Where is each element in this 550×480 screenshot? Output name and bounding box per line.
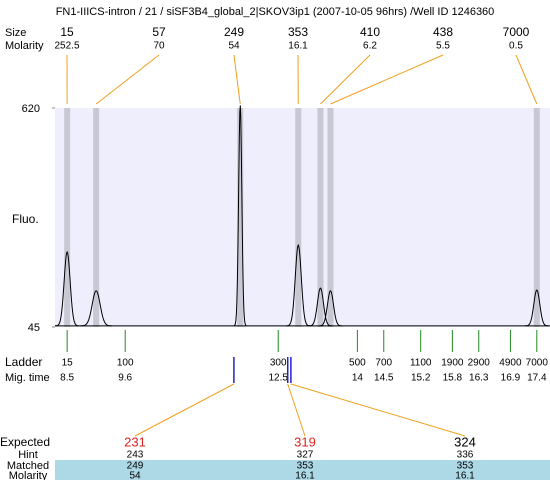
expected-connector <box>290 383 466 437</box>
peak-molarity: 54 <box>228 41 240 52</box>
peak <box>308 287 333 327</box>
ladder-size: 300 <box>270 358 287 369</box>
ladder-time: 16.3 <box>469 373 489 384</box>
y-label: Fluo. <box>12 212 39 226</box>
peak-band <box>64 108 71 327</box>
peak-molarity: 16.1 <box>288 41 308 52</box>
matched: 353 <box>297 461 314 472</box>
expected-connector <box>134 383 235 437</box>
matched-label: Matched <box>7 460 49 472</box>
y-tick-label: 620 <box>22 103 40 115</box>
peak <box>80 290 113 327</box>
y-tick-label: 45 <box>28 322 40 334</box>
ladder-time: 16.9 <box>501 373 521 384</box>
peak <box>55 250 80 327</box>
peak-connector <box>330 54 444 105</box>
expected-size: 319 <box>294 434 316 449</box>
matched: 353 <box>457 461 474 472</box>
hint: 336 <box>457 450 474 461</box>
ladder-size: 100 <box>117 358 134 369</box>
ladder-size: 4900 <box>499 358 522 369</box>
peak <box>524 289 549 327</box>
mig-time-label: Mig. time <box>5 372 50 384</box>
hint: 243 <box>127 450 144 461</box>
hint: 327 <box>297 450 314 461</box>
ladder-time: 14 <box>352 373 364 384</box>
molarity-label: Molarity <box>5 40 44 52</box>
ladder-time: 15.8 <box>443 373 463 384</box>
ladder-time: 15.2 <box>411 373 431 384</box>
peak-size: 249 <box>224 25 244 39</box>
ladder-time: 17.4 <box>527 373 547 384</box>
peak-band <box>317 108 324 327</box>
matched-band <box>55 460 550 480</box>
peak-connector <box>95 54 160 105</box>
ladder-label: Ladder <box>5 355 42 369</box>
peak-molarity: 6.2 <box>363 41 377 52</box>
ladder-size: 500 <box>349 358 366 369</box>
peak-band <box>93 108 100 327</box>
peak-molarity: 5.5 <box>436 41 450 52</box>
expected-connector <box>287 383 306 437</box>
peak <box>318 290 343 327</box>
expected-label: Expected <box>0 435 50 449</box>
ladder-time: 9.6 <box>118 373 132 384</box>
peak-molarity: 252.5 <box>54 41 79 52</box>
hint-label: Hint <box>18 449 38 461</box>
peak-size: 15 <box>60 25 74 39</box>
peak-connector <box>233 54 241 105</box>
peak-size: 410 <box>360 25 380 39</box>
peak-band <box>327 108 334 327</box>
peak-size: 438 <box>433 25 453 39</box>
peak-molarity: 0.5 <box>509 41 523 52</box>
peak-connector <box>320 54 371 105</box>
ladder-time: 14.5 <box>374 373 394 384</box>
ladder-size: 15 <box>62 358 74 369</box>
peak-size: 57 <box>152 25 166 39</box>
peak-size: 353 <box>288 25 308 39</box>
matched-molarity: 16.1 <box>295 471 315 480</box>
peak-connector <box>515 54 538 105</box>
peak-size: 7000 <box>503 25 530 39</box>
ladder-size: 2900 <box>468 358 491 369</box>
ladder-size: 1100 <box>410 358 432 369</box>
ladder-time: 12.5 <box>268 373 288 384</box>
title: FN1-IIICS-intron / 21 / siSF3B4_global_2… <box>56 6 495 18</box>
expected-size: 231 <box>124 434 146 449</box>
peak-band <box>295 108 302 327</box>
matched-molarity: 54 <box>129 471 141 480</box>
expected-size: 324 <box>454 434 476 449</box>
size-label: Size <box>5 27 26 39</box>
matched-molarity: 16.1 <box>455 471 475 480</box>
matched: 249 <box>127 461 144 472</box>
peak-molarity: 70 <box>153 41 165 52</box>
ladder-time: 8.5 <box>60 373 74 384</box>
ladder-size: 1900 <box>441 358 464 369</box>
peak <box>286 243 311 327</box>
ladder-size: 700 <box>375 358 392 369</box>
peak <box>233 105 247 327</box>
peak-band <box>533 108 540 327</box>
peak-band <box>237 108 244 327</box>
ladder-size: 7000 <box>526 358 549 369</box>
matched-molarity-label: Molarity <box>9 470 48 480</box>
